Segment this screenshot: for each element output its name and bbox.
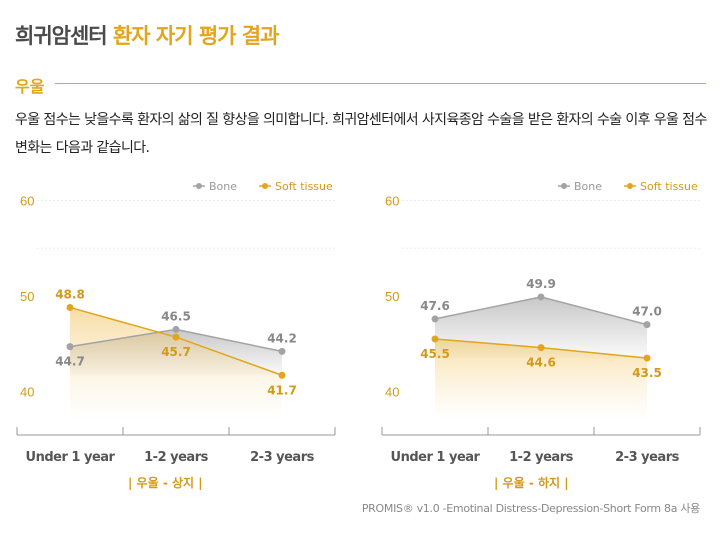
data-label: 43.5 <box>632 366 662 380</box>
data-point <box>66 343 74 351</box>
chart-2-subtitle: | 우울 - 하지 | <box>494 476 569 490</box>
data-point <box>431 335 439 343</box>
data-point <box>172 333 180 341</box>
data-label: 41.7 <box>267 383 297 397</box>
x-tick-label: Under 1 year <box>391 450 481 465</box>
legend-marker <box>627 183 633 189</box>
data-point <box>537 293 545 301</box>
series-area-soft-tissue <box>435 338 647 418</box>
x-tick-label: 2-3 years <box>250 450 314 465</box>
data-point <box>431 315 439 323</box>
y-tick-label: 50 <box>20 289 34 304</box>
footer-note: PROMIS® v1.0 -Emotinal Distress-Depressi… <box>361 502 700 515</box>
x-tick-label: 2-3 years <box>615 450 679 465</box>
legend-label: Bone <box>209 180 237 193</box>
legend-label: Soft tissue <box>640 180 698 193</box>
y-tick-label: 40 <box>20 385 34 400</box>
data-label: 44.7 <box>55 355 85 369</box>
legend-marker <box>262 183 268 189</box>
y-tick-label: 40 <box>385 385 399 400</box>
x-tick-label: 1-2 years <box>144 450 208 465</box>
section-divider <box>55 83 706 84</box>
title-accent: 환자 자기 평가 결과 <box>112 24 279 48</box>
section-heading: 우울 <box>15 77 45 96</box>
x-tick-label: 1-2 years <box>509 450 573 465</box>
page-title: 희귀암센터 환자 자기 평가 결과 <box>15 20 279 50</box>
legend-label: Soft tissue <box>275 180 333 193</box>
legend-marker <box>196 183 202 189</box>
data-point <box>66 303 74 311</box>
y-tick-label: 60 <box>20 194 34 209</box>
legend-marker <box>561 183 567 189</box>
data-label: 44.2 <box>267 331 297 345</box>
data-point <box>643 321 651 329</box>
x-tick-label: Under 1 year <box>26 450 116 465</box>
title-main: 희귀암센터 <box>15 24 108 48</box>
data-label: 45.7 <box>161 345 191 359</box>
y-tick-label: 50 <box>385 289 399 304</box>
series-area-soft-tissue <box>70 307 282 418</box>
data-point <box>172 325 180 333</box>
data-point <box>278 347 286 355</box>
data-label: 46.5 <box>161 309 191 323</box>
chart-1-subtitle: | 우울 - 상지 | <box>128 476 203 490</box>
data-point <box>537 344 545 352</box>
y-tick-label: 60 <box>385 194 399 209</box>
data-label: 47.0 <box>632 305 662 319</box>
data-label: 45.5 <box>420 347 450 361</box>
data-label: 49.9 <box>526 277 556 291</box>
data-point <box>643 354 651 362</box>
data-label: 44.6 <box>526 356 556 370</box>
data-label: 47.6 <box>420 299 450 313</box>
legend-label: Bone <box>574 180 602 193</box>
data-label: 48.8 <box>55 287 85 301</box>
description: 우울 점수는 낮을수록 환자의 삶의 질 향상을 의미합니다. 희귀암센터에서 … <box>15 112 707 156</box>
data-point <box>278 371 286 379</box>
